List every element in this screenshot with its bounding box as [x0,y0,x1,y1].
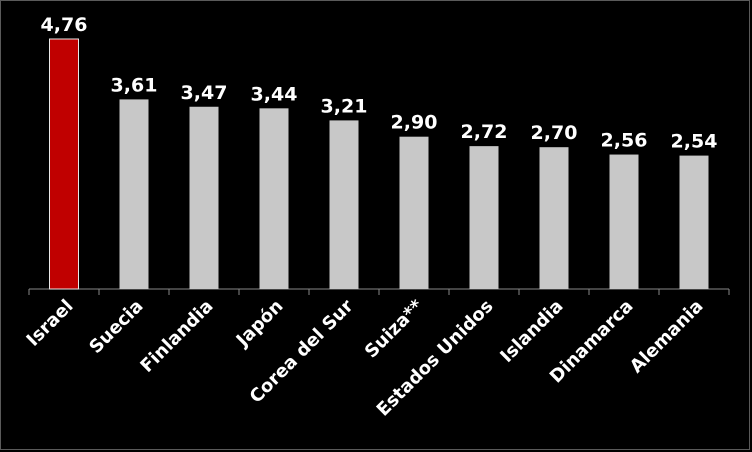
bar-alemania [679,155,709,289]
value-label-corea-del-sur: 3,21 [321,95,368,117]
category-label-estados-unidos: Estados Unidos [373,296,498,421]
bar-dinamarca [609,154,639,289]
category-label-suecia: Suecia [85,296,147,358]
category-label-alemania: Alemania [626,296,708,378]
value-label-finlandia: 3,47 [181,82,228,104]
value-label-israel: 4,76 [41,14,88,36]
value-label-suecia: 3,61 [111,74,158,96]
value-label-dinamarca: 2,56 [601,130,648,152]
bar-israel [49,38,79,290]
value-label-alemania: 2,54 [671,131,718,153]
bar-corea-del-sur [329,120,359,289]
value-label-suiza: 2,90 [391,112,438,134]
bar-estados-unidos [469,146,499,289]
bar-japón [259,108,289,289]
category-label-finlandia: Finlandia [136,296,217,377]
category-label-islandia: Islandia [496,296,567,367]
category-label-suiza: Suiza** [361,295,428,362]
category-label-israel: Israel [23,296,78,351]
category-label-japón: Japón [231,296,288,353]
value-label-japón: 3,44 [251,83,298,105]
value-label-islandia: 2,70 [531,122,578,144]
bar-suiza [399,136,429,289]
bar-islandia [539,147,569,289]
value-label-estados-unidos: 2,72 [461,121,508,143]
bar-suecia [119,99,149,289]
bar-finlandia [189,106,219,289]
